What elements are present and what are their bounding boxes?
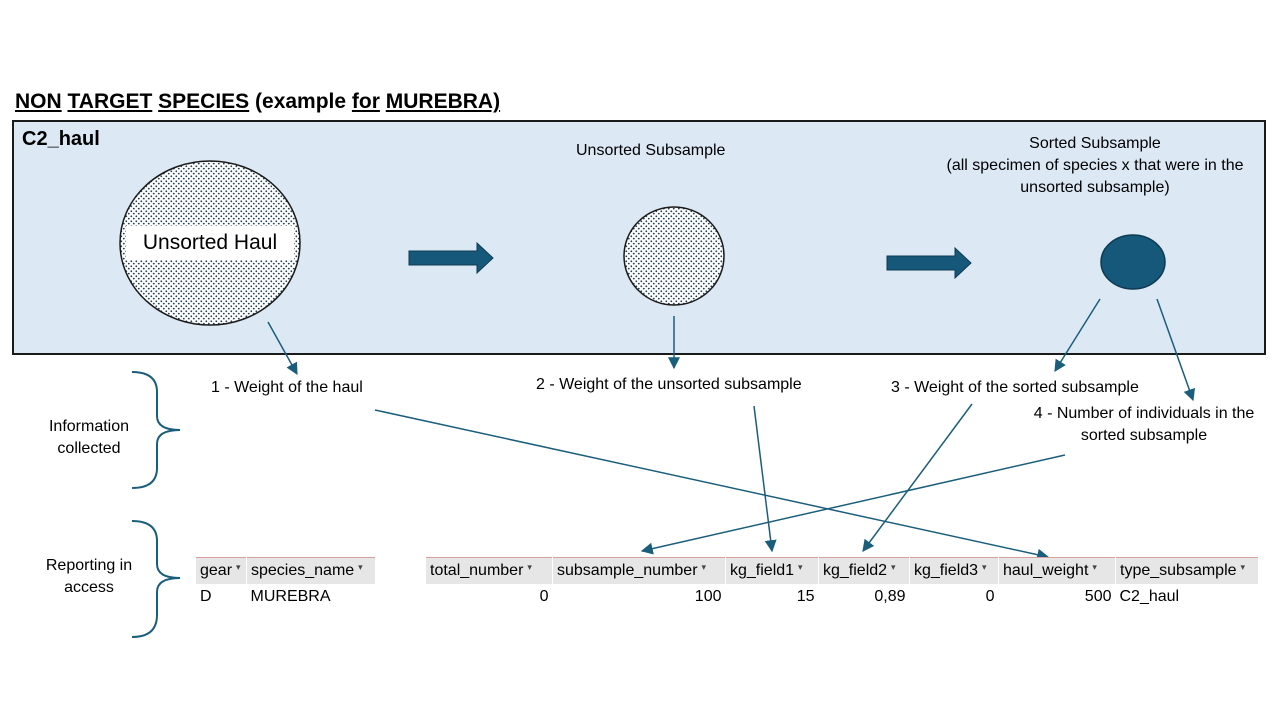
header-text: subsample_number <box>557 562 698 579</box>
header-text: type_subsample <box>1120 562 1237 579</box>
unsorted-subsample-label: Unsorted Subsample <box>576 142 726 159</box>
brace-information <box>131 371 181 489</box>
table-header-row: total_number ▾ subsample_number ▾ kg_field… <box>426 557 1259 584</box>
info-item-4-line: sorted subsample <box>1080 427 1208 444</box>
dropdown-icon[interactable]: ▾ <box>358 562 363 572</box>
dropdown-icon[interactable]: ▾ <box>982 562 987 572</box>
cell-gear[interactable]: D <box>200 588 212 605</box>
header-text: kg_field1 <box>730 562 795 579</box>
title-word: SPECIES <box>158 90 250 113</box>
dropdown-icon[interactable]: ▾ <box>1092 562 1097 572</box>
table-row: 0 100 15 0,89 0 500 C2_haul <box>426 584 1259 610</box>
cell-type-subsample[interactable]: C2_haul <box>1119 588 1180 605</box>
brace-reporting <box>131 520 181 638</box>
info-label-line: Information <box>48 418 130 435</box>
column-header-species-name[interactable]: species_name ▾ <box>246 557 376 584</box>
cell-kg-field2[interactable]: 0,89 <box>874 588 906 605</box>
dropdown-icon[interactable]: ▾ <box>891 562 896 572</box>
table-header-row: gear ▾ species_name ▾ <box>196 557 376 584</box>
cell-subsample-number[interactable]: 100 <box>694 588 722 605</box>
column-header-kg-field3[interactable]: kg_field3 ▾ <box>909 557 999 584</box>
information-collected-label: Information collected <box>30 416 148 460</box>
sorted-subsample-label: Sorted Subsample (all specimen of specie… <box>918 133 1272 199</box>
title-word: NON <box>15 90 62 113</box>
arrow-sorted-to-item3 <box>1054 298 1101 373</box>
cell-kg-field3[interactable]: 0 <box>985 588 995 605</box>
dropdown-icon[interactable]: ▾ <box>527 562 532 572</box>
info-item-4-line: 4 - Number of individuals in the <box>1033 405 1255 422</box>
info-item-2: 2 - Weight of the unsorted subsample <box>536 376 802 393</box>
reporting-label-line: Reporting in <box>45 557 133 574</box>
cell-kg-field1[interactable]: 15 <box>796 588 815 605</box>
arrow-haul-to-item1 <box>267 321 298 376</box>
title-word: (example <box>255 90 347 113</box>
header-text: total_number <box>430 562 524 579</box>
column-header-kg-field1[interactable]: kg_field1 ▾ <box>725 557 819 584</box>
unsorted-haul-label: Unsorted Haul <box>126 226 294 260</box>
column-header-type-subsample[interactable]: type_subsample ▾ <box>1115 557 1259 584</box>
title-word: MUREBRA) <box>385 90 501 113</box>
info-item-3: 3 - Weight of the sorted subsample <box>891 379 1139 396</box>
dropdown-icon[interactable]: ▾ <box>701 562 707 572</box>
header-text: kg_field3 <box>914 562 979 579</box>
sorted-subsample-title: Sorted Subsample <box>1029 135 1161 152</box>
header-text: gear <box>200 562 233 579</box>
header-text: species_name <box>251 562 355 579</box>
block-arrow-2 <box>886 246 972 280</box>
sorted-subsample-desc: unsorted subsample) <box>1020 179 1170 196</box>
info-item-4: 4 - Number of individuals in the sorted … <box>1014 403 1274 447</box>
column-header-subsample-number[interactable]: subsample_number ▾ <box>552 557 726 584</box>
reporting-label: Reporting in access <box>30 555 148 599</box>
column-header-gear[interactable]: gear ▾ <box>196 557 247 584</box>
arrow-sorted-to-item4 <box>1156 298 1196 402</box>
info-label-line: collected <box>57 440 121 457</box>
column-header-kg-field2[interactable]: kg_field2 ▾ <box>818 557 910 584</box>
arrow-item2-to-kg-field1 <box>753 405 777 553</box>
arrow-item4-to-total-number <box>640 454 1066 555</box>
column-header-haul-weight[interactable]: haul_weight ▾ <box>998 557 1116 584</box>
reporting-label-line: access <box>64 579 114 596</box>
page-title: NON TARGET SPECIES (example for MUREBRA) <box>15 88 500 116</box>
table-gear-species: gear ▾ species_name ▾ D MUREBRA <box>196 557 376 610</box>
arrow-item1-to-haul-weight <box>374 409 1050 561</box>
cell-haul-weight[interactable]: 500 <box>1084 588 1112 605</box>
header-text: haul_weight <box>1003 562 1089 579</box>
unsorted-subsample-circle <box>623 206 725 306</box>
column-header-total-number[interactable]: total_number ▾ <box>426 557 553 584</box>
header-text: kg_field2 <box>823 562 888 579</box>
cell-total-number[interactable]: 0 <box>539 588 549 605</box>
dropdown-icon[interactable]: ▾ <box>236 562 241 572</box>
dropdown-icon[interactable]: ▾ <box>798 562 803 572</box>
dropdown-icon[interactable]: ▾ <box>1240 562 1246 572</box>
table-weights: total_number ▾ subsample_number ▾ kg_field… <box>426 557 1259 610</box>
info-item-1: 1 - Weight of the haul <box>211 379 363 396</box>
title-word: TARGET <box>67 90 153 113</box>
arrow-item3-to-kg-field2 <box>862 403 973 552</box>
sorted-subsample-desc: (all specimen of species x that were in … <box>946 157 1244 174</box>
table-row: D MUREBRA <box>196 584 376 610</box>
title-word: for <box>351 90 380 113</box>
cell-species-name[interactable]: MUREBRA <box>250 588 331 605</box>
sorted-subsample-circle <box>1100 234 1166 290</box>
block-arrow-1 <box>408 241 494 275</box>
panel-label: C2_haul <box>22 128 100 150</box>
